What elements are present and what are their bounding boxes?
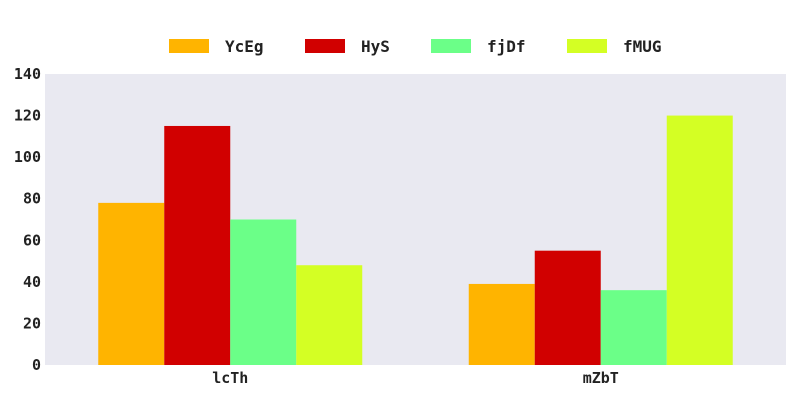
legend-label: fjDf — [487, 37, 526, 56]
legend-item-HyS: HyS — [305, 37, 390, 56]
bar-fMUG-lcTh — [296, 265, 363, 365]
legend-item-fjDf: fjDf — [431, 37, 526, 56]
x-axis: lcTh mZbT — [212, 369, 619, 387]
y-tick-label: 80 — [23, 190, 41, 208]
bar-fjDf-mZbT — [600, 290, 667, 365]
bar-fjDf-lcTh — [230, 219, 297, 365]
legend-swatch — [305, 39, 345, 53]
bar-fMUG-mZbT — [666, 115, 733, 365]
legend-swatch — [169, 39, 209, 53]
y-tick-label: 140 — [14, 65, 41, 83]
y-tick-label: 40 — [23, 273, 41, 291]
legend-label: fMUG — [623, 37, 662, 56]
x-tick-label: lcTh — [212, 369, 248, 387]
x-tick-label: mZbT — [583, 369, 619, 387]
bars-group — [98, 115, 733, 365]
bar-YcEg-lcTh — [98, 202, 165, 365]
legend-swatch — [431, 39, 471, 53]
bar-YcEg-mZbT — [468, 283, 535, 365]
bar-HyS-mZbT — [534, 250, 601, 365]
legend-item-fMUG: fMUG — [567, 37, 662, 56]
legend-item-YcEg: YcEg — [169, 37, 264, 56]
y-axis: 0 20 40 60 80 100 120 140 — [14, 65, 41, 374]
legend-swatch — [567, 39, 607, 53]
y-tick-label: 60 — [23, 231, 41, 249]
y-tick-label: 20 — [23, 314, 41, 332]
y-tick-label: 100 — [14, 148, 41, 166]
y-tick-label: 0 — [32, 356, 41, 374]
legend-label: YcEg — [225, 37, 264, 56]
legend: YcEg HyS fjDf fMUG — [169, 37, 662, 56]
bar-HyS-lcTh — [164, 125, 231, 365]
legend-label: HyS — [361, 37, 390, 56]
y-tick-label: 120 — [14, 107, 41, 125]
